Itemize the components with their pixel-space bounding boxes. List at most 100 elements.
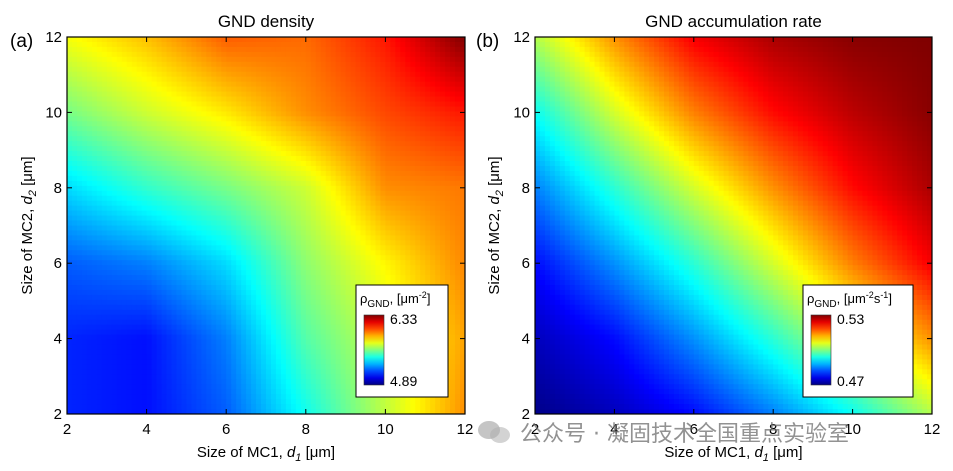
heatmap-cell [460,37,465,43]
heatmap-cell [420,225,426,232]
heatmap-cell [111,136,118,142]
heatmap-cell [405,121,411,127]
heatmap-cell [161,299,168,306]
heatmap-cell [131,255,138,261]
heatmap-cell [196,141,202,147]
heatmap-cell [181,299,187,306]
heatmap-cell [126,200,133,207]
heatmap-cell [395,141,401,147]
heatmap-cell [156,161,163,167]
heatmap-cell [425,195,431,202]
heatmap-cell [415,91,421,98]
heatmap-cell [270,81,277,88]
heatmap-cell [206,61,212,68]
heatmap-cell [360,151,367,157]
heatmap-cell [231,66,237,73]
heatmap-cell [151,71,158,78]
heatmap-cell [136,255,143,261]
heatmap-cell [335,81,342,88]
heatmap-cell [186,309,192,316]
heatmap-cell [111,56,118,63]
heatmap-cell [196,280,202,286]
heatmap-cell [221,141,227,147]
heatmap-cell [275,265,282,271]
heatmap-cell [76,141,83,147]
heatmap-cell [201,106,207,113]
heatmap-cell [191,51,197,58]
heatmap-cell [445,96,451,103]
heatmap-cell [345,304,352,311]
heatmap-cell [425,270,431,276]
heatmap-cell [246,91,252,98]
heatmap-cell [116,185,123,192]
heatmap-cell [455,270,461,276]
heatmap-cell [126,56,133,63]
heatmap-cell [256,220,262,227]
heatmap-cell [325,280,332,286]
heatmap-cell [131,240,138,246]
heatmap-cell [285,96,292,103]
heatmap-cell [261,210,267,217]
heatmap-cell [435,61,441,68]
heatmap-cell [71,41,78,48]
heatmap-cell [430,215,436,222]
heatmap-cell [450,285,456,291]
heatmap-cell [71,285,78,291]
heatmap-cell [330,76,337,83]
heatmap-cell [415,86,421,93]
heatmap-cell [231,175,237,182]
heatmap-cell [350,324,357,331]
heatmap-cell [136,265,143,271]
heatmap-cell [76,190,83,197]
heatmap-cell [290,86,297,93]
heatmap-cell [261,111,267,117]
heatmap-cell [131,151,138,157]
heatmap-cell [226,314,232,321]
heatmap-cell [91,81,98,88]
heatmap-cell [430,275,436,281]
heatmap-cell [131,131,138,137]
heatmap-cell [285,121,292,127]
heatmap-cell [146,344,153,351]
heatmap-cell [231,304,237,311]
heatmap-cell [380,255,386,261]
heatmap-cell [141,91,148,98]
heatmap-cell [141,37,148,43]
heatmap-cell [445,280,451,286]
heatmap-cell [335,200,342,207]
heatmap-cell [216,126,222,132]
heatmap-cell [171,46,178,53]
heatmap-cell [280,250,287,256]
heatmap-cell [96,106,103,113]
heatmap-cell [121,131,128,137]
heatmap-cell [345,175,352,182]
heatmap-cell [270,151,277,157]
heatmap-cell [141,195,148,202]
heatmap-cell [216,161,222,167]
heatmap-cell [201,56,207,63]
heatmap-cell [270,185,277,192]
heatmap-cell [111,91,118,98]
heatmap-cell [266,245,272,251]
heatmap-cell [131,309,138,316]
heatmap-cell [91,170,98,177]
heatmap-cell [196,344,202,351]
heatmap-cell [67,161,73,167]
heatmap-cell [325,101,332,108]
heatmap-cell [216,121,222,127]
heatmap-cell [261,46,267,53]
heatmap-cell [236,136,242,142]
heatmap-cell [161,289,168,296]
heatmap-cell [365,91,372,98]
heatmap-cell [275,220,282,227]
heatmap-cell [460,334,465,341]
heatmap-cell [295,275,302,281]
heatmap-cell [126,329,133,336]
heatmap-cell [121,265,128,271]
heatmap-cell [156,111,163,117]
heatmap-cell [360,46,367,53]
heatmap-cell [206,304,212,311]
heatmap-cell [285,255,292,261]
heatmap-cell [126,275,133,281]
heatmap-cell [270,101,277,108]
